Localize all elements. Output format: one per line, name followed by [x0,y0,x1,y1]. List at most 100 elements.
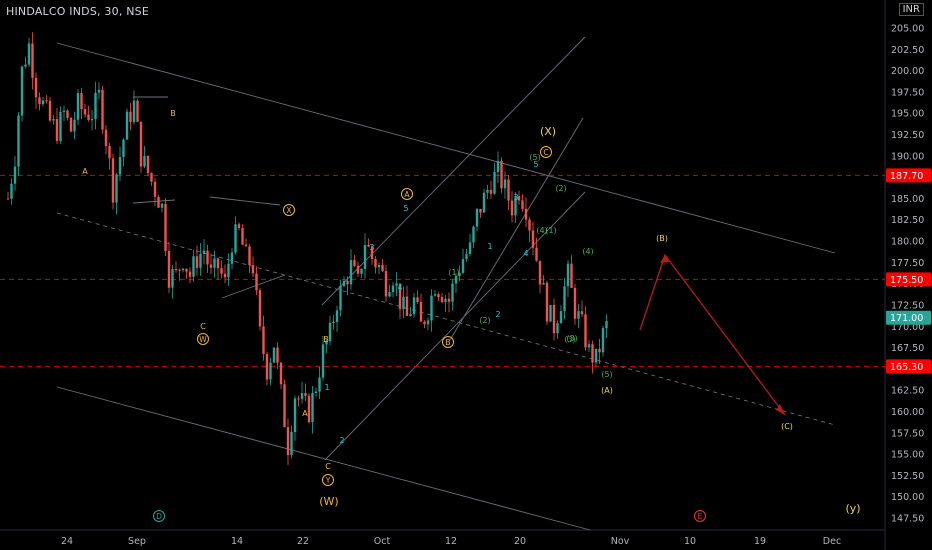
candle-body [542,282,545,285]
candle-body [356,265,360,274]
candle-body [318,377,321,392]
candle-body [598,348,601,353]
candle-body [160,203,164,208]
candle-body [125,111,129,140]
candle-body [538,260,542,285]
candle-body [234,224,237,253]
candle-body [279,362,283,385]
x-tick-label: Sep [128,536,146,547]
wave-label: C [200,322,206,331]
candle-body [349,260,353,285]
candle-body [195,256,199,268]
trend-line[interactable] [449,117,584,341]
candle-body [605,321,608,329]
candle-body [174,269,178,271]
candle-body [90,119,94,121]
candle-body [181,268,185,271]
y-tick-label: 155.00 [891,450,924,461]
price-marker-label: 165.30 [890,362,923,373]
candle-body [360,268,363,274]
candle-body [556,323,559,334]
candle-body [31,43,34,78]
candle-body [69,117,73,132]
candle-body [185,268,188,272]
trend-line[interactable] [209,196,281,206]
trend-line[interactable] [324,191,586,461]
price-marker-tag [886,168,931,183]
trend-line[interactable] [56,212,836,426]
candle-body [55,119,59,142]
trend-line[interactable] [56,386,591,531]
wave-label: 2 [339,436,344,445]
candle-body [496,160,500,172]
wave-label: 3 [369,243,374,252]
price-marker-tag [886,359,931,374]
candle-body [461,259,465,273]
candle-body [206,250,209,265]
candle-body [251,265,255,274]
candle-body [321,344,325,378]
y-tick-label: 185.00 [891,194,924,205]
x-tick-label: 14 [231,536,243,547]
currency-badge[interactable]: INR [898,3,924,16]
wave-label: 1 [487,242,492,251]
candle-body [482,192,486,213]
y-tick-label: 147.50 [891,514,924,525]
symbol-title: HINDALCO INDS, 30, NSE [6,5,149,18]
wave-label: A [302,409,308,418]
candle-body [244,244,248,247]
wave-label: (1) [448,268,459,277]
wave-label-circle [442,336,454,348]
candle-body [563,286,566,312]
x-tick-label: 20 [514,536,526,547]
wave-label: 2 [495,310,500,319]
candle-body [402,296,405,310]
price-marker-label: 187.70 [890,171,923,182]
trend-line[interactable] [56,42,836,254]
candle-body [276,347,279,363]
candle-body [524,208,528,220]
trend-line[interactable] [132,199,176,204]
candle-body [248,246,251,266]
candle-body [139,121,143,167]
candle-body [258,290,262,327]
candle-body [363,244,367,269]
candle-body [146,155,150,174]
y-tick-label: 170.00 [891,322,924,333]
wave-label-circle [153,510,165,522]
candle-body [87,114,90,120]
candle-body [213,258,216,268]
wave-label: (C) [781,422,793,431]
x-tick-label: Nov [611,536,630,547]
candle-body [20,66,24,116]
candle-body [591,344,594,363]
candle-body [391,285,395,293]
candle-body [202,250,206,254]
candle-body [209,264,213,268]
candle-body [367,244,370,247]
candle-body [381,264,384,272]
wave-label: (A) [601,386,613,395]
trend-line[interactable] [221,274,286,299]
candle-body [517,196,521,201]
candle-body [216,258,220,269]
x-tick-label: 19 [754,536,766,547]
x-tick-label: 12 [445,536,457,547]
candle-body [451,283,454,302]
candle-body [171,269,174,288]
wave-label: (X) [540,125,556,138]
candle-body [433,294,437,296]
wave-label: (B) [656,234,668,243]
candle-body [38,97,41,105]
candle-body [132,100,136,123]
candle-body [489,189,493,194]
candle-body [510,200,514,216]
wave-label: (5) [601,370,612,379]
candle-body [566,263,570,287]
wave-label: X [286,206,291,215]
candle-body [528,219,531,231]
candle-body [437,294,440,298]
candle-body [332,321,335,323]
trend-line[interactable] [321,36,586,306]
